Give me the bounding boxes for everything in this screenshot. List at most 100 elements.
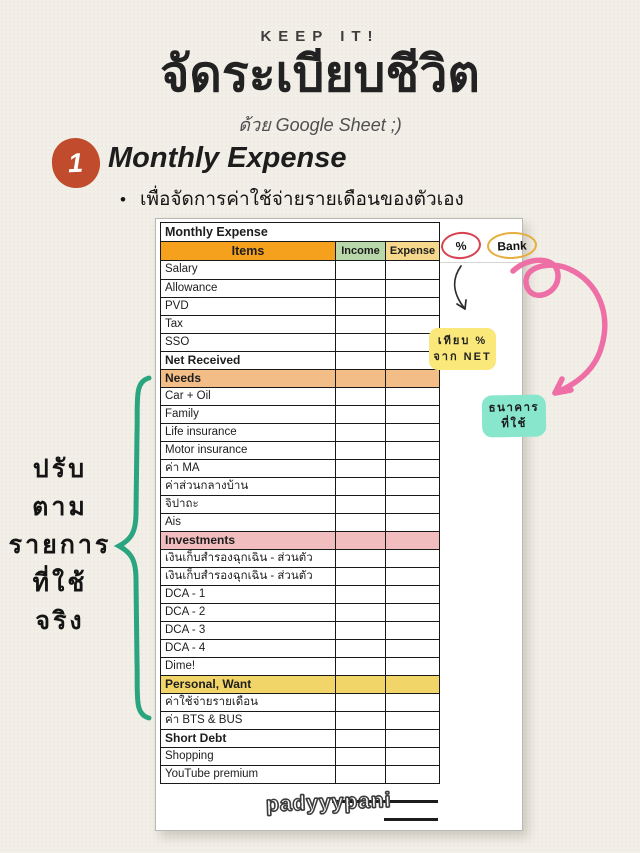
table-row: Dime!: [161, 657, 439, 675]
income-cell: [335, 334, 385, 351]
pink-loop-arrow-icon: [510, 257, 608, 396]
brace-caption-line: ที่ใช้: [32, 569, 88, 597]
income-cell: [335, 261, 385, 279]
item-cell: Allowance: [165, 282, 218, 294]
item-cell: Personal, Want: [165, 677, 252, 691]
expense-cell: [385, 676, 439, 693]
table-row: DCA - 4: [161, 639, 439, 657]
column-header-income: Income: [335, 242, 385, 260]
income-cell: [335, 478, 385, 495]
item-cell: DCA - 1: [165, 588, 206, 600]
spreadsheet-screenshot: Monthly Expense Items Income Expense Sal…: [155, 218, 538, 831]
expense-cell: [385, 730, 439, 747]
expense-cell: [385, 568, 439, 585]
income-cell: [335, 622, 385, 639]
sheet-title-cell: Monthly Expense: [161, 223, 439, 242]
item-cell: Salary: [165, 263, 198, 275]
item-cell: ค่า MA: [165, 462, 200, 474]
brace-caption-line: ตาม: [32, 493, 88, 521]
item-cell: Net Received: [165, 353, 241, 367]
step-number-badge: 1: [49, 136, 103, 190]
bank-column-label: Bank: [497, 237, 527, 254]
expense-cell: [385, 298, 439, 315]
expense-cell: [385, 478, 439, 495]
item-cell: Life insurance: [165, 426, 237, 438]
expense-cell: [385, 388, 439, 405]
table-row: ค่า MA: [161, 459, 439, 477]
table-header-row: Items Income Expense: [161, 242, 439, 261]
item-cell: ค่า BTS & BUS: [165, 714, 243, 726]
table-row: Shopping: [161, 747, 439, 765]
percent-note: เทียบ % จาก NET: [429, 328, 496, 370]
sum-line: [332, 800, 438, 803]
income-cell: [335, 298, 385, 315]
item-cell: Short Debt: [165, 731, 227, 745]
item-cell: Shopping: [165, 750, 214, 762]
expense-cell: [385, 424, 439, 441]
percent-column-label: %: [455, 238, 467, 253]
item-cell: Investments: [165, 533, 236, 547]
table-row: เงินเก็บสำรองฉุกเฉิน - ส่วนตัว: [161, 567, 439, 585]
percent-circle-annotation: %: [439, 230, 483, 261]
item-cell: เงินเก็บสำรองฉุกเฉิน - ส่วนตัว: [165, 570, 313, 582]
income-cell: [335, 586, 385, 603]
expense-cell: [385, 460, 439, 477]
expense-cell: [385, 514, 439, 531]
section-bullet-text: เพื่อจัดการค่าใช้จ่ายรายเดือนของตัวเอง: [139, 189, 464, 210]
income-cell: [335, 460, 385, 477]
item-cell: จิปาถะ: [165, 498, 199, 510]
expense-cell: [385, 532, 439, 549]
income-cell: [335, 568, 385, 585]
table-row: Net Received: [161, 351, 439, 369]
brace-caption-line: ปรับ: [32, 455, 88, 483]
brace-caption: ปรับ ตาม รายการ ที่ใช้ จริง: [8, 450, 112, 640]
item-cell: DCA - 2: [165, 606, 206, 618]
income-cell: [335, 370, 385, 387]
section-bullet: • เพื่อจัดการค่าใช้จ่ายรายเดือนของตัวเอง: [120, 184, 464, 214]
bank-note: ธนาคาร ที่ใช้: [481, 394, 547, 438]
item-cell: เงินเก็บสำรองฉุกเฉิน - ส่วนตัว: [165, 552, 313, 564]
item-cell: SSO: [165, 336, 190, 348]
income-cell: [335, 676, 385, 693]
page-title: จัดระเบียบชีวิต: [160, 46, 480, 102]
item-cell: DCA - 4: [165, 642, 206, 654]
expense-table-rows: Salary Allowance PVD Tax SSO Net Receive…: [161, 261, 439, 783]
down-arrow-icon: [453, 265, 467, 310]
income-cell: [335, 280, 385, 297]
expense-cell: [385, 640, 439, 657]
bank-note-line1: ธนาคาร: [488, 401, 540, 415]
expense-cell: [385, 586, 439, 603]
expense-cell: [385, 712, 439, 729]
item-cell: Dime!: [165, 660, 196, 672]
table-row: Investments: [161, 531, 439, 549]
income-cell: [335, 532, 385, 549]
table-row: Short Debt: [161, 729, 439, 747]
table-row: DCA - 1: [161, 585, 439, 603]
table-row: DCA - 2: [161, 603, 439, 621]
income-cell: [335, 550, 385, 567]
table-row: Motor insurance: [161, 441, 439, 459]
item-cell: Needs: [165, 371, 202, 385]
table-row: Salary: [161, 261, 439, 279]
table-row: Life insurance: [161, 423, 439, 441]
expense-cell: [385, 658, 439, 675]
item-cell: YouTube premium: [165, 768, 259, 780]
income-cell: [335, 496, 385, 513]
income-cell: [335, 514, 385, 531]
sum-line: [384, 818, 438, 821]
table-row: Family: [161, 405, 439, 423]
item-cell: ค่าส่วนกลางบ้าน: [165, 480, 249, 492]
page-subtitle: ด้วย Google Sheet ;): [238, 115, 402, 135]
item-cell: Motor insurance: [165, 444, 248, 456]
table-row: Ais: [161, 513, 439, 531]
item-cell: PVD: [165, 300, 189, 312]
expense-cell: [385, 261, 439, 279]
expense-cell: [385, 766, 439, 783]
income-cell: [335, 424, 385, 441]
item-cell: Tax: [165, 318, 183, 330]
table-row: ค่า BTS & BUS: [161, 711, 439, 729]
income-cell: [335, 658, 385, 675]
income-cell: [335, 352, 385, 369]
income-cell: [335, 766, 385, 783]
